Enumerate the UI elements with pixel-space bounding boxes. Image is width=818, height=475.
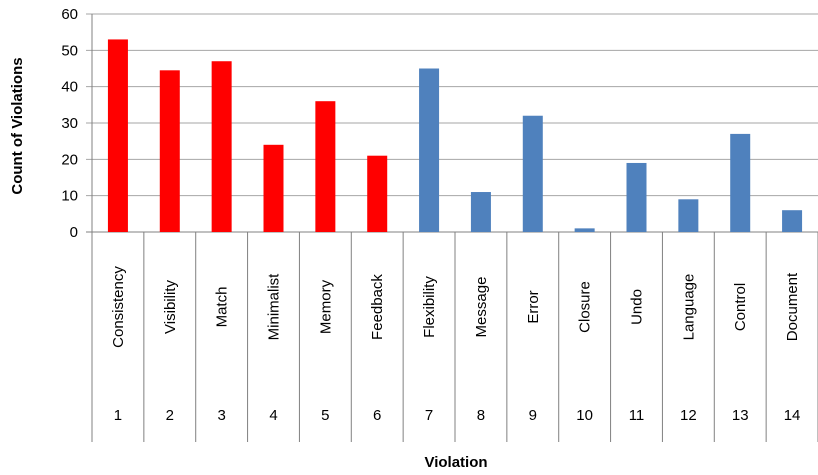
bar-consistency: [107, 39, 128, 232]
category-number-label: 1: [114, 407, 122, 424]
category-number-label: 13: [732, 407, 749, 424]
bar-minimalist: [263, 144, 284, 232]
category-name-label: Consistency: [110, 266, 127, 348]
category-name-label: Message: [473, 277, 490, 338]
category-number-label: 8: [477, 407, 485, 424]
gridlines: [86, 13, 818, 233]
x-axis-title: Violation: [424, 454, 487, 471]
category-number-label: 9: [529, 407, 537, 424]
y-tick-label: 10: [61, 188, 78, 205]
bar-error: [522, 115, 543, 232]
category-name-label: Match: [214, 287, 231, 328]
category-number-label: 11: [629, 407, 645, 424]
category-name-label: Document: [784, 272, 801, 341]
category-name-label: Closure: [577, 281, 594, 333]
bar-closure: [574, 228, 595, 232]
bar-undo: [626, 162, 647, 232]
y-tick-label: 60: [61, 6, 78, 23]
category-name-label: Flexibility: [421, 276, 438, 338]
category-name-label: Visibility: [162, 280, 179, 334]
bar-message: [470, 192, 491, 232]
bar-control: [730, 133, 751, 232]
category-number-label: 7: [425, 407, 433, 424]
category-name-label: Minimalist: [266, 273, 283, 341]
y-tick-label: 20: [61, 151, 78, 168]
category-name-label: Undo: [629, 289, 646, 325]
category-name-label: Language: [680, 274, 697, 341]
bar-document: [782, 210, 803, 232]
category-number-label: 2: [166, 407, 174, 424]
category-number-label: 4: [269, 407, 277, 424]
category-number-label: 10: [576, 407, 593, 424]
category-number-label: 12: [680, 407, 697, 424]
bar-flexibility: [419, 68, 440, 232]
category-axis: Consistency 1 Visibility 2 Match 3 Minimalist 4…: [91, 232, 818, 442]
bars: [107, 39, 803, 232]
y-axis-title: Count of Violations: [9, 57, 26, 194]
bar-feedback: [367, 155, 388, 232]
y-tick-label: 30: [61, 115, 78, 132]
category-name-label: Memory: [317, 279, 334, 334]
category-name-label: Feedback: [369, 274, 386, 340]
bar-match: [211, 61, 232, 232]
bar-memory: [315, 101, 336, 232]
category-name-label: Control: [732, 283, 749, 331]
y-axis-ticks: 0 10 20 30 40 50 60: [61, 6, 78, 241]
category-number-label: 14: [784, 407, 801, 424]
bar-visibility: [159, 70, 180, 232]
bar-language: [678, 199, 699, 232]
y-tick-label: 0: [70, 224, 78, 241]
category-name-label: Error: [525, 290, 542, 323]
category-number-label: 6: [373, 407, 381, 424]
category-number-label: 3: [217, 407, 225, 424]
y-tick-label: 40: [61, 79, 78, 96]
category-number-label: 5: [321, 407, 329, 424]
y-tick-label: 50: [61, 42, 78, 59]
